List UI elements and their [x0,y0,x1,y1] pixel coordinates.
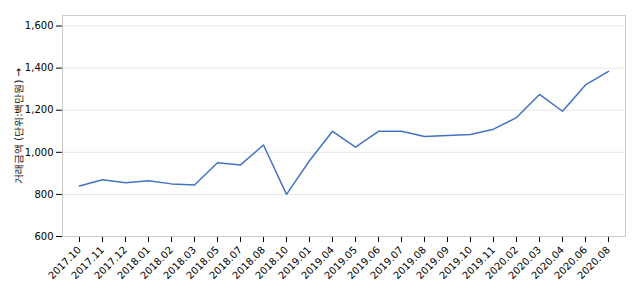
svg-text:1,200: 1,200 [25,104,54,115]
svg-text:2020.06: 2020.06 [552,244,590,282]
svg-text:800: 800 [34,189,53,200]
svg-text:2018.10: 2018.10 [253,244,291,282]
svg-text:2018.03: 2018.03 [161,244,199,282]
svg-text:2019.07: 2019.07 [368,244,406,282]
svg-text:2019.09: 2019.09 [414,244,452,282]
svg-text:2019.01: 2019.01 [276,244,314,282]
svg-text:2017.10: 2017.10 [46,244,84,282]
svg-text:600: 600 [34,231,53,242]
svg-text:2017.12: 2017.12 [92,244,130,282]
svg-text:2019.05: 2019.05 [322,244,360,282]
svg-text:2018.08: 2018.08 [230,244,268,282]
svg-text:2020.08: 2020.08 [575,244,612,281]
svg-text:2017.11: 2017.11 [69,244,107,282]
svg-text:2018.01: 2018.01 [115,244,153,282]
svg-text:2019.08: 2019.08 [391,244,429,282]
svg-text:2019.11: 2019.11 [460,244,498,282]
svg-text:2020.02: 2020.02 [483,244,521,282]
svg-text:2018.05: 2018.05 [184,244,222,282]
svg-text:2020.04: 2020.04 [529,244,567,282]
svg-text:2019.06: 2019.06 [345,244,383,282]
svg-text:2019.04: 2019.04 [299,244,337,282]
svg-text:2018.07: 2018.07 [207,244,245,282]
svg-text:2018.02: 2018.02 [138,244,176,282]
svg-text:2019.10: 2019.10 [437,244,475,282]
svg-text:1,600: 1,600 [25,20,54,31]
svg-text:거래금액 (단위:백만원) →: 거래금액 (단위:백만원) → [13,68,24,184]
svg-text:2020.03: 2020.03 [506,244,544,282]
svg-text:1,000: 1,000 [25,147,54,158]
svg-text:1,400: 1,400 [25,62,54,73]
